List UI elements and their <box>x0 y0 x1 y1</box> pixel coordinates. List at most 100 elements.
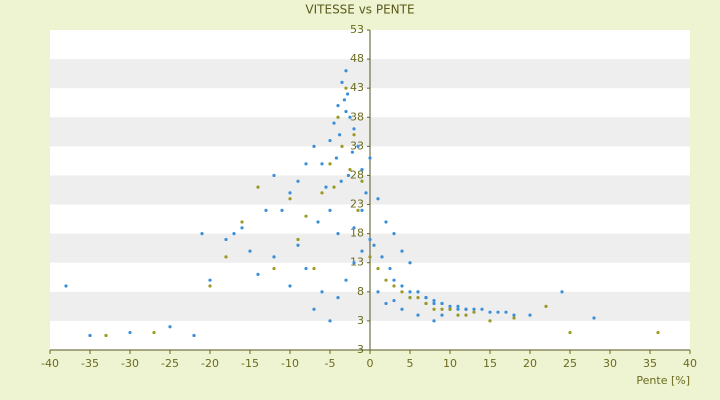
point <box>296 179 300 183</box>
point <box>104 333 108 338</box>
point <box>380 255 384 259</box>
point <box>656 330 660 335</box>
point <box>304 214 308 218</box>
y-tick-label: 28 <box>350 168 364 181</box>
point <box>168 325 172 329</box>
point <box>432 298 436 303</box>
point <box>392 278 396 282</box>
point <box>448 304 452 308</box>
point <box>320 191 324 195</box>
point <box>496 310 500 314</box>
point <box>424 296 428 300</box>
point <box>350 150 354 154</box>
point <box>392 298 396 303</box>
point <box>256 272 260 276</box>
point <box>64 284 68 288</box>
point <box>88 333 92 338</box>
x-tick-label: 20 <box>523 357 537 370</box>
point <box>384 278 388 282</box>
point <box>440 301 444 306</box>
point <box>392 284 396 288</box>
point <box>152 330 156 335</box>
point <box>376 197 380 201</box>
point <box>320 162 324 166</box>
point <box>328 319 332 323</box>
y-tick-label: 53 <box>350 23 364 36</box>
point <box>192 333 196 338</box>
y-tick-label: 48 <box>350 52 364 65</box>
point <box>456 313 460 317</box>
x-tick-label: -40 <box>41 357 59 370</box>
y-tick-label: 23 <box>350 198 364 211</box>
point <box>344 69 348 73</box>
point <box>352 127 356 131</box>
point <box>224 255 228 259</box>
y-tick-label: 38 <box>350 110 364 123</box>
point <box>316 220 320 224</box>
point <box>416 296 420 300</box>
point <box>348 115 352 119</box>
point <box>400 307 404 311</box>
point <box>288 191 292 195</box>
point <box>376 290 380 294</box>
point <box>312 307 316 311</box>
point <box>368 156 372 160</box>
point <box>472 310 476 314</box>
point <box>544 304 548 308</box>
x-axis-label: Pente [%] <box>636 374 690 387</box>
point <box>339 179 343 183</box>
point <box>304 162 308 166</box>
point <box>272 266 276 271</box>
point <box>488 310 492 314</box>
point <box>376 266 380 271</box>
point <box>344 278 348 282</box>
point <box>464 307 468 311</box>
point <box>336 104 340 108</box>
point <box>280 208 284 212</box>
point <box>334 156 338 160</box>
x-tick-label: 40 <box>683 357 697 370</box>
point <box>296 243 300 247</box>
point <box>336 296 340 300</box>
y-tick-label: 18 <box>350 227 364 240</box>
x-tick-label: 10 <box>443 357 457 370</box>
point <box>224 237 228 242</box>
point <box>208 278 212 282</box>
point <box>288 197 292 201</box>
x-tick-label: 15 <box>483 357 497 370</box>
x-tick-label: 5 <box>407 357 414 370</box>
point <box>464 313 468 317</box>
point <box>512 316 516 320</box>
point <box>352 133 356 137</box>
point <box>512 313 516 317</box>
point <box>340 80 344 84</box>
point <box>288 284 292 288</box>
point <box>480 307 484 311</box>
point <box>384 220 388 224</box>
y-tick-label: 13 <box>350 256 364 269</box>
point <box>128 330 132 335</box>
point <box>416 290 420 294</box>
point <box>408 296 412 300</box>
point <box>440 313 444 317</box>
point <box>328 208 332 212</box>
point <box>312 266 316 271</box>
point <box>312 144 316 148</box>
point <box>332 185 336 189</box>
point <box>352 226 356 230</box>
point <box>338 133 342 137</box>
point <box>348 168 352 172</box>
y-tick-label: 3 <box>357 314 364 327</box>
point <box>440 307 444 311</box>
point <box>332 121 336 125</box>
point <box>360 249 364 253</box>
point <box>356 144 360 148</box>
y-tick-label: 43 <box>350 81 364 94</box>
point <box>408 261 412 265</box>
x-tick-label: -15 <box>241 357 259 370</box>
point <box>344 109 348 114</box>
point <box>400 249 404 253</box>
point <box>416 313 420 317</box>
